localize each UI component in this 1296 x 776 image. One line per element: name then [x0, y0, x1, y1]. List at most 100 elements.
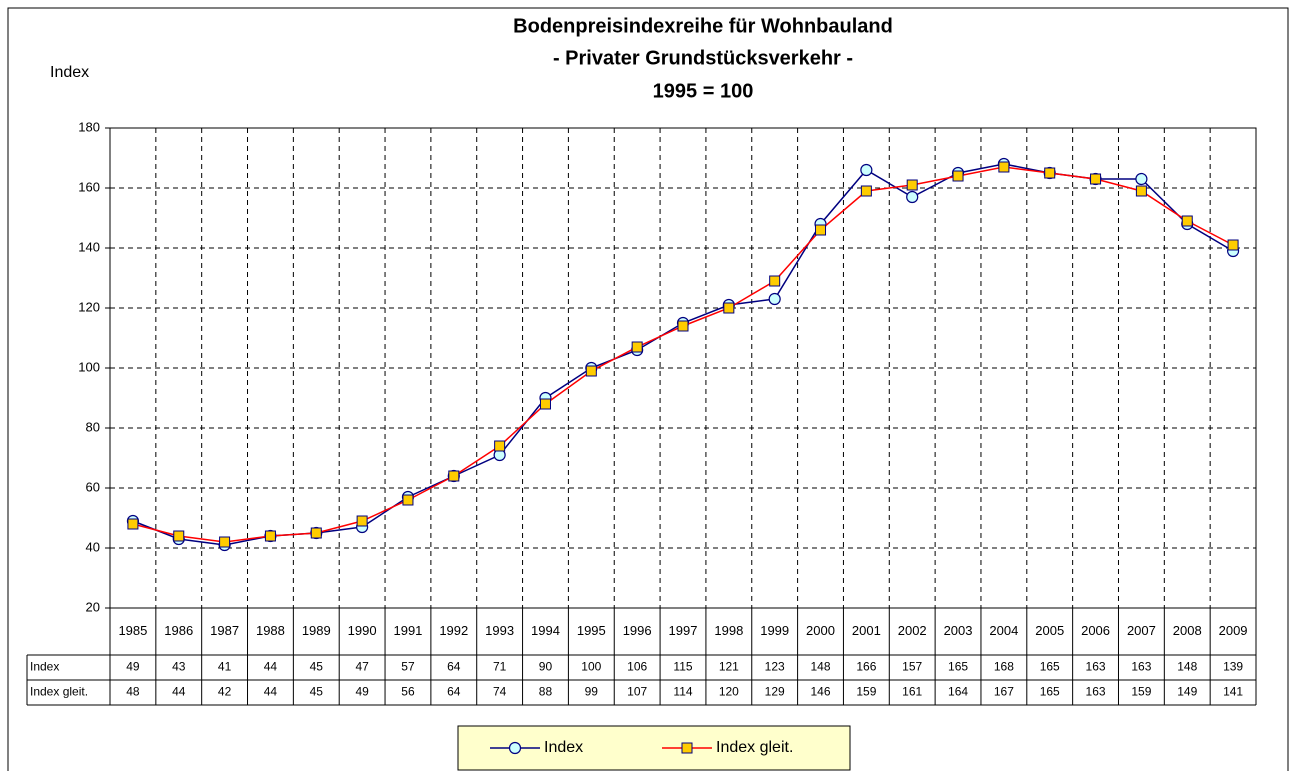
point: [494, 440, 506, 452]
table-cell: 71: [493, 660, 507, 674]
table-cell: 164: [948, 685, 968, 699]
table-cell: 115: [673, 660, 692, 674]
point: [127, 518, 139, 530]
y-tick-label: 40: [86, 539, 100, 554]
x-tick-label: 1992: [439, 623, 468, 638]
y-tick-label: 180: [78, 119, 100, 134]
table-cell: 123: [765, 660, 785, 674]
x-tick-label: 2000: [806, 623, 835, 638]
x-tick-label: 2003: [944, 623, 973, 638]
table-cell: 165: [948, 660, 968, 674]
x-tick-label: 1993: [485, 623, 514, 638]
point: [1181, 215, 1193, 227]
table-cell: 121: [719, 660, 739, 674]
point: [585, 365, 597, 377]
table-cell: 49: [355, 685, 369, 699]
table-cell: 44: [264, 685, 278, 699]
table-cell: 120: [719, 685, 739, 699]
point: [769, 275, 781, 287]
x-tick-label: 1997: [669, 623, 698, 638]
point: [952, 170, 964, 182]
chart-title: Bodenpreisindexreihe für Wohnbauland: [513, 15, 893, 37]
point: [723, 302, 735, 314]
point: [402, 494, 414, 506]
table-cell: 165: [1040, 660, 1060, 674]
table-cell: 45: [310, 660, 324, 674]
y-tick-label: 120: [78, 299, 100, 314]
legend-marker: [681, 742, 693, 754]
table-cell: 48: [126, 685, 140, 699]
point: [631, 341, 643, 353]
x-tick-label: 2009: [1219, 623, 1248, 638]
table-cell: 159: [1131, 685, 1151, 699]
point: [1135, 172, 1148, 186]
table-cell: 168: [994, 660, 1014, 674]
chart-subtitle: 1995 = 100: [653, 80, 754, 102]
chart-frame: [7, 7, 1289, 776]
point: [448, 470, 460, 482]
table-cell: 99: [585, 685, 599, 699]
y-tick-label: 20: [86, 599, 100, 614]
legend-marker: [508, 741, 522, 755]
x-tick-label: 2001: [852, 623, 881, 638]
point: [815, 224, 827, 236]
y-tick-label: 100: [78, 359, 100, 374]
point: [1090, 173, 1102, 185]
x-tick-label: 1998: [714, 623, 743, 638]
legend-label: Index: [544, 739, 583, 756]
x-tick-label: 2002: [898, 623, 927, 638]
x-tick-label: 1990: [348, 623, 377, 638]
table-cell: 57: [401, 660, 415, 674]
table-cell: 159: [856, 685, 876, 699]
table-cell: 43: [172, 660, 186, 674]
table-cell: 114: [673, 685, 692, 699]
table-cell: 90: [539, 660, 553, 674]
point: [1227, 239, 1239, 251]
table-cell: 129: [765, 685, 785, 699]
table-cell: 167: [994, 685, 1014, 699]
x-tick-label: 2006: [1081, 623, 1110, 638]
table-cell: 49: [126, 660, 140, 674]
legend-label: Index gleit.: [716, 739, 793, 756]
table-cell: 163: [1131, 660, 1151, 674]
point: [264, 530, 276, 542]
table-cell: 44: [264, 660, 278, 674]
table-cell: 141: [1223, 685, 1243, 699]
point: [906, 190, 919, 204]
x-tick-label: 1985: [118, 623, 147, 638]
chart-subtitle: - Privater Grundstücksverkehr -: [553, 47, 853, 69]
x-tick-label: 1999: [760, 623, 789, 638]
table-row-label: Index: [30, 660, 59, 674]
table-cell: 163: [1086, 685, 1106, 699]
y-tick-label: 80: [86, 419, 100, 434]
y-axis-label: Index: [50, 64, 89, 81]
point: [677, 320, 689, 332]
table-row-label: Index gleit.: [30, 685, 88, 699]
x-tick-label: 2007: [1127, 623, 1156, 638]
y-tick-label: 140: [78, 239, 100, 254]
table-cell: 157: [902, 660, 922, 674]
x-tick-label: 1986: [164, 623, 193, 638]
point: [1135, 185, 1147, 197]
x-tick-label: 1987: [210, 623, 239, 638]
point: [539, 398, 551, 410]
point: [860, 163, 873, 177]
table-cell: 88: [539, 685, 553, 699]
table-cell: 64: [447, 660, 461, 674]
table-cell: 165: [1040, 685, 1060, 699]
point: [1044, 167, 1056, 179]
table-cell: 44: [172, 685, 186, 699]
point: [906, 179, 918, 191]
table-cell: 74: [493, 685, 507, 699]
table-cell: 42: [218, 685, 232, 699]
point: [356, 515, 368, 527]
x-tick-label: 2005: [1035, 623, 1064, 638]
table-cell: 146: [811, 685, 831, 699]
x-tick-label: 1994: [531, 623, 560, 638]
table-cell: 64: [447, 685, 461, 699]
table-cell: 45: [310, 685, 324, 699]
table-cell: 47: [355, 660, 369, 674]
table-cell: 107: [627, 685, 647, 699]
